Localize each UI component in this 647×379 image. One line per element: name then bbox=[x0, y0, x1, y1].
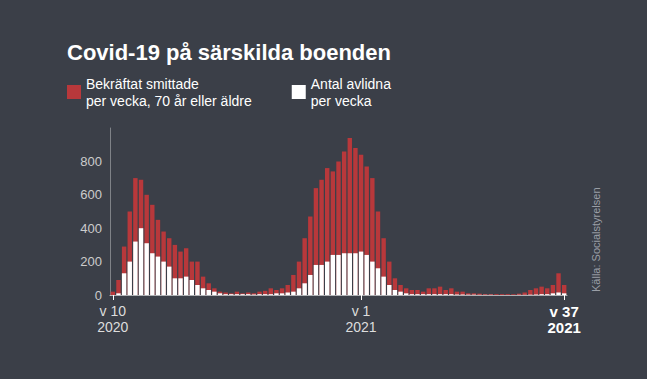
svg-text:per vecka, 70 år eller äldre: per vecka, 70 år eller äldre bbox=[86, 93, 252, 109]
svg-text:Covid-19 på särskilda boenden: Covid-19 på särskilda boenden bbox=[67, 40, 391, 65]
svg-text:2021: 2021 bbox=[547, 319, 580, 336]
svg-text:200: 200 bbox=[80, 254, 102, 269]
svg-text:Bekräftat smittade: Bekräftat smittade bbox=[86, 76, 199, 92]
svg-text:v 1: v 1 bbox=[352, 303, 371, 319]
svg-text:per vecka: per vecka bbox=[311, 93, 372, 109]
svg-text:400: 400 bbox=[80, 221, 102, 236]
svg-text:600: 600 bbox=[80, 187, 102, 202]
svg-text:v 10: v 10 bbox=[100, 303, 127, 319]
svg-text:v 37: v 37 bbox=[550, 303, 579, 320]
svg-text:2021: 2021 bbox=[345, 319, 376, 335]
svg-text:800: 800 bbox=[80, 154, 102, 169]
svg-text:Källa: Socialstyrelsen: Källa: Socialstyrelsen bbox=[590, 187, 602, 292]
svg-text:0: 0 bbox=[95, 288, 102, 303]
svg-text:Antal avlidna: Antal avlidna bbox=[311, 76, 391, 92]
svg-text:2020: 2020 bbox=[97, 319, 128, 335]
